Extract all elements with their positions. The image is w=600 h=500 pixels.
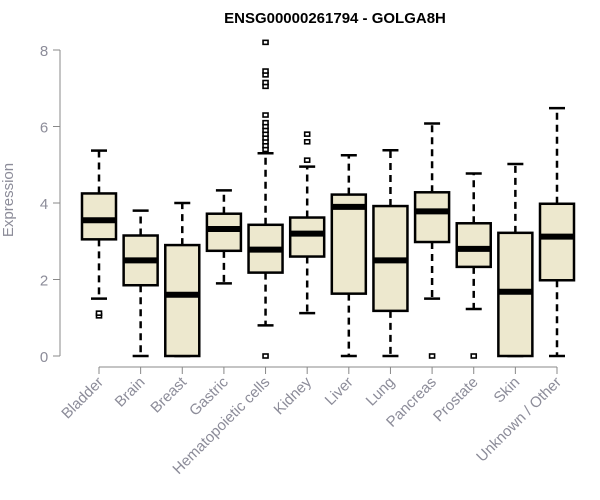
box-breast xyxy=(164,201,201,358)
x-tick-label: Breast xyxy=(147,373,190,416)
box-lung xyxy=(372,148,409,358)
y-tick-label: 8 xyxy=(40,43,48,60)
outlier-point xyxy=(262,39,269,46)
y-tick-label: 4 xyxy=(40,196,48,213)
box-prostate xyxy=(455,172,492,359)
box-gastric xyxy=(205,189,243,285)
x-tick-label: Brain xyxy=(112,374,149,411)
outlier-point xyxy=(428,353,436,359)
outlier-point xyxy=(262,79,269,86)
box-iqr xyxy=(413,191,451,244)
y-tick-label: 2 xyxy=(40,273,48,290)
box-brain xyxy=(122,209,159,358)
box-iqr xyxy=(205,212,243,253)
outlier-point xyxy=(262,353,269,359)
box-skin xyxy=(497,162,534,358)
boxes xyxy=(80,39,576,359)
outlier-point xyxy=(303,157,311,163)
y-axis-label: Expression xyxy=(0,163,17,237)
x-tick-label: Skin xyxy=(491,374,524,407)
box-iqr xyxy=(538,202,576,282)
x-tick-label: Bladder xyxy=(58,374,107,423)
chart-title: ENSG00000261794 - GOLGA8H xyxy=(224,10,446,27)
box-iqr xyxy=(80,192,118,241)
box-hematopoietic-cells xyxy=(247,39,284,359)
y-tick-label: 0 xyxy=(40,349,48,366)
y-tick-label: 6 xyxy=(40,120,48,137)
box-iqr xyxy=(288,216,326,258)
outlier-point xyxy=(262,68,269,74)
box-kidney xyxy=(288,131,326,315)
outlier-point xyxy=(470,353,478,359)
x-tick-label: Liver xyxy=(322,374,357,409)
box-bladder xyxy=(80,149,118,319)
box-pancreas xyxy=(413,122,451,359)
x-tick-label: Kidney xyxy=(271,373,316,418)
outlier-point xyxy=(262,119,269,126)
box-iqr xyxy=(164,243,201,358)
box-liver xyxy=(330,153,368,358)
x-tick-label: Prostate xyxy=(430,374,482,426)
outlier-point xyxy=(95,310,103,316)
box-iqr xyxy=(455,222,492,269)
outlier-point xyxy=(303,139,311,145)
outlier-point xyxy=(262,112,269,118)
outlier-point xyxy=(303,131,311,137)
x-tick-label: Lung xyxy=(363,374,399,410)
box-unknown-other xyxy=(538,106,576,358)
box-iqr xyxy=(330,193,368,295)
y-axis: 0 2 4 6 8 xyxy=(40,43,61,366)
